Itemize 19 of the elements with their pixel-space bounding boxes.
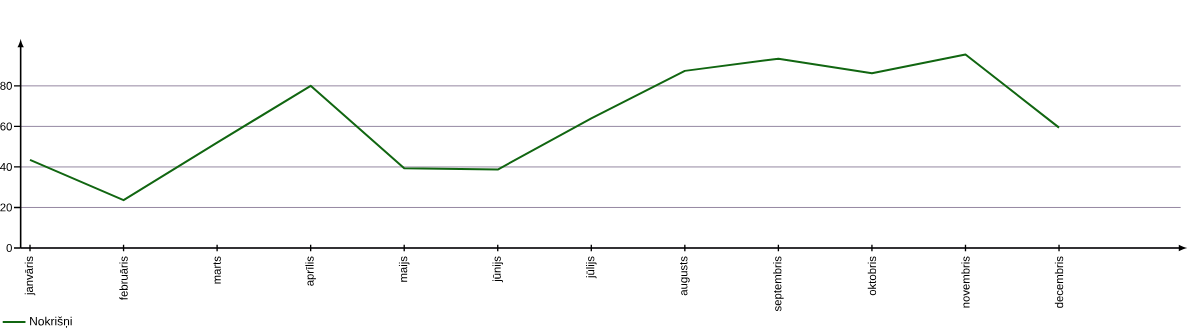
x-tick-label: augusts (680, 256, 690, 296)
y-tick-label: 0 (6, 244, 12, 253)
legend-label: Nokrišņi (30, 316, 72, 328)
x-tick-label: oktobris (867, 256, 877, 296)
x-tick-label: aprīlis (305, 256, 316, 286)
x-tick-label: septembris (773, 256, 784, 312)
x-tick-label: janvāris (24, 256, 36, 296)
x-tick-label: marts (213, 256, 221, 284)
y-tick-label: 60 (0, 122, 12, 131)
x-tick-label: decembris (1054, 256, 1064, 308)
x-tick-label: jūnijs (492, 256, 504, 283)
x-tick-label: februāris (119, 256, 128, 300)
x-tick-label: jūlijs (586, 256, 597, 279)
x-tick-label: novembris (961, 256, 970, 308)
y-tick-label: 20 (0, 203, 12, 212)
line-series (29, 53, 1061, 202)
x-tick-label: maijs (398, 256, 410, 282)
y-tick-label: 40 (0, 162, 12, 171)
y-tick-label: 80 (0, 81, 12, 90)
